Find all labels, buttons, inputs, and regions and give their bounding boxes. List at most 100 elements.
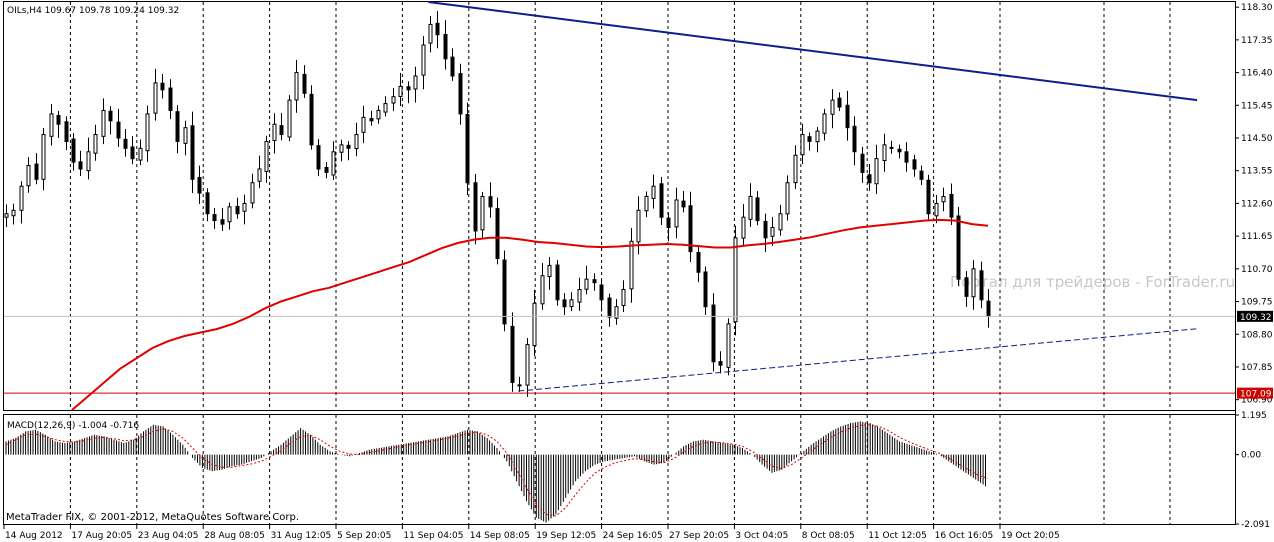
- candle-body: [562, 299, 567, 308]
- candle-body: [837, 97, 842, 108]
- price-tick-label: 117.35: [1241, 36, 1273, 46]
- candle-body: [41, 134, 46, 180]
- candle-body: [495, 208, 500, 260]
- time-label: 11 Sep 04:05: [403, 531, 463, 541]
- price-tick-label: 107.85: [1241, 363, 1273, 373]
- candle-body: [688, 205, 693, 253]
- candle-body: [599, 284, 604, 301]
- candle-body: [376, 109, 381, 120]
- candle-body: [584, 278, 589, 290]
- time-label: 23 Aug 04:05: [138, 531, 199, 541]
- price-tick-label: 116.40: [1241, 69, 1273, 79]
- candle-body: [71, 138, 76, 163]
- candle-body: [421, 44, 426, 76]
- candle-body: [577, 288, 582, 303]
- candle-body: [882, 144, 887, 162]
- candle-body: [49, 113, 54, 137]
- candle-body: [651, 185, 656, 199]
- candle-body: [160, 82, 165, 91]
- candle-body: [123, 138, 128, 149]
- candle-body: [860, 153, 865, 173]
- price-tick-label: 112.60: [1241, 199, 1273, 209]
- current-price-label-box: [1237, 310, 1273, 322]
- candle-body: [800, 134, 805, 156]
- candle-body: [592, 279, 597, 284]
- candle-body: [227, 206, 232, 223]
- macd-label: MACD(12,26,9) -1.004 -0.716: [7, 421, 139, 431]
- candle-body: [220, 219, 225, 225]
- candle-body: [488, 196, 493, 208]
- candle-body: [190, 125, 195, 180]
- candle-body: [272, 123, 277, 141]
- price-tick-label: 113.55: [1241, 167, 1273, 177]
- candle-body: [971, 268, 976, 298]
- candle-body: [964, 277, 969, 297]
- time-label: 19 Oct 20:05: [1001, 531, 1060, 541]
- candle-body: [26, 165, 31, 187]
- candle-body: [93, 134, 98, 154]
- candle-body: [183, 127, 188, 144]
- candle-body: [34, 163, 39, 180]
- candle-body: [450, 56, 455, 77]
- macd-tick-label: 0.00: [1241, 451, 1261, 461]
- candle-body: [101, 109, 106, 137]
- candle-body: [763, 220, 768, 239]
- candle-body: [949, 194, 954, 218]
- candle-body: [354, 134, 359, 150]
- candle-body: [78, 161, 83, 170]
- candle-body: [294, 72, 299, 101]
- candle-body: [607, 297, 612, 318]
- candle-body: [116, 121, 121, 139]
- candle-body: [674, 199, 679, 228]
- candle-body: [889, 146, 894, 149]
- lower-support-trendline: [518, 328, 1198, 392]
- candle-body: [406, 86, 411, 91]
- candle-body: [741, 216, 746, 239]
- candle-body: [4, 213, 9, 218]
- candle-body: [919, 170, 924, 180]
- candle-body: [621, 288, 626, 307]
- time-label: 14 Sep 08:05: [470, 531, 530, 541]
- candle-body: [465, 113, 470, 184]
- candle-body: [346, 144, 351, 149]
- upper-resistance-trendline: [428, 1, 1198, 102]
- candle-body: [391, 96, 396, 104]
- candle-body: [703, 271, 708, 308]
- candle-body: [718, 361, 723, 366]
- time-label: 28 Aug 08:05: [204, 531, 265, 541]
- candle-body: [279, 125, 284, 136]
- candle-body: [153, 82, 158, 114]
- macd-histogram: [5, 421, 986, 523]
- candle-body: [711, 304, 716, 363]
- candle-body: [316, 145, 321, 170]
- candle-body: [145, 113, 150, 152]
- candle-body: [659, 183, 664, 218]
- candle-body: [614, 306, 619, 319]
- candle-body: [197, 176, 202, 194]
- candle-body: [480, 196, 485, 231]
- candle-body: [666, 217, 671, 229]
- support-price-label: 107.09: [1240, 390, 1272, 400]
- time-label: 11 Oct 12:05: [868, 531, 927, 541]
- candle-body: [755, 197, 760, 222]
- candle-body: [413, 75, 418, 90]
- candle-body: [822, 113, 827, 134]
- candle-body: [56, 115, 61, 125]
- candle-body: [64, 121, 69, 142]
- candle-body: [383, 103, 388, 113]
- candle-body: [130, 146, 135, 160]
- candle-body: [339, 144, 344, 153]
- candle-body: [257, 168, 262, 182]
- candle-body: [815, 130, 820, 143]
- candle-body: [569, 299, 574, 308]
- candle-body: [874, 158, 879, 185]
- candle-body: [287, 99, 292, 138]
- time-label: 3 Oct 04:05: [735, 531, 788, 541]
- candle-body: [473, 182, 478, 232]
- symbol-info: OILs,H4 109.67 109.78 109.24 109.32: [7, 6, 179, 16]
- candle-body: [830, 99, 835, 115]
- price-tick-label: 110.70: [1241, 265, 1273, 275]
- price-tick-label: 106.90: [1241, 396, 1273, 406]
- time-label: 24 Sep 16:05: [603, 531, 663, 541]
- price-tick-label: 114.50: [1241, 134, 1273, 144]
